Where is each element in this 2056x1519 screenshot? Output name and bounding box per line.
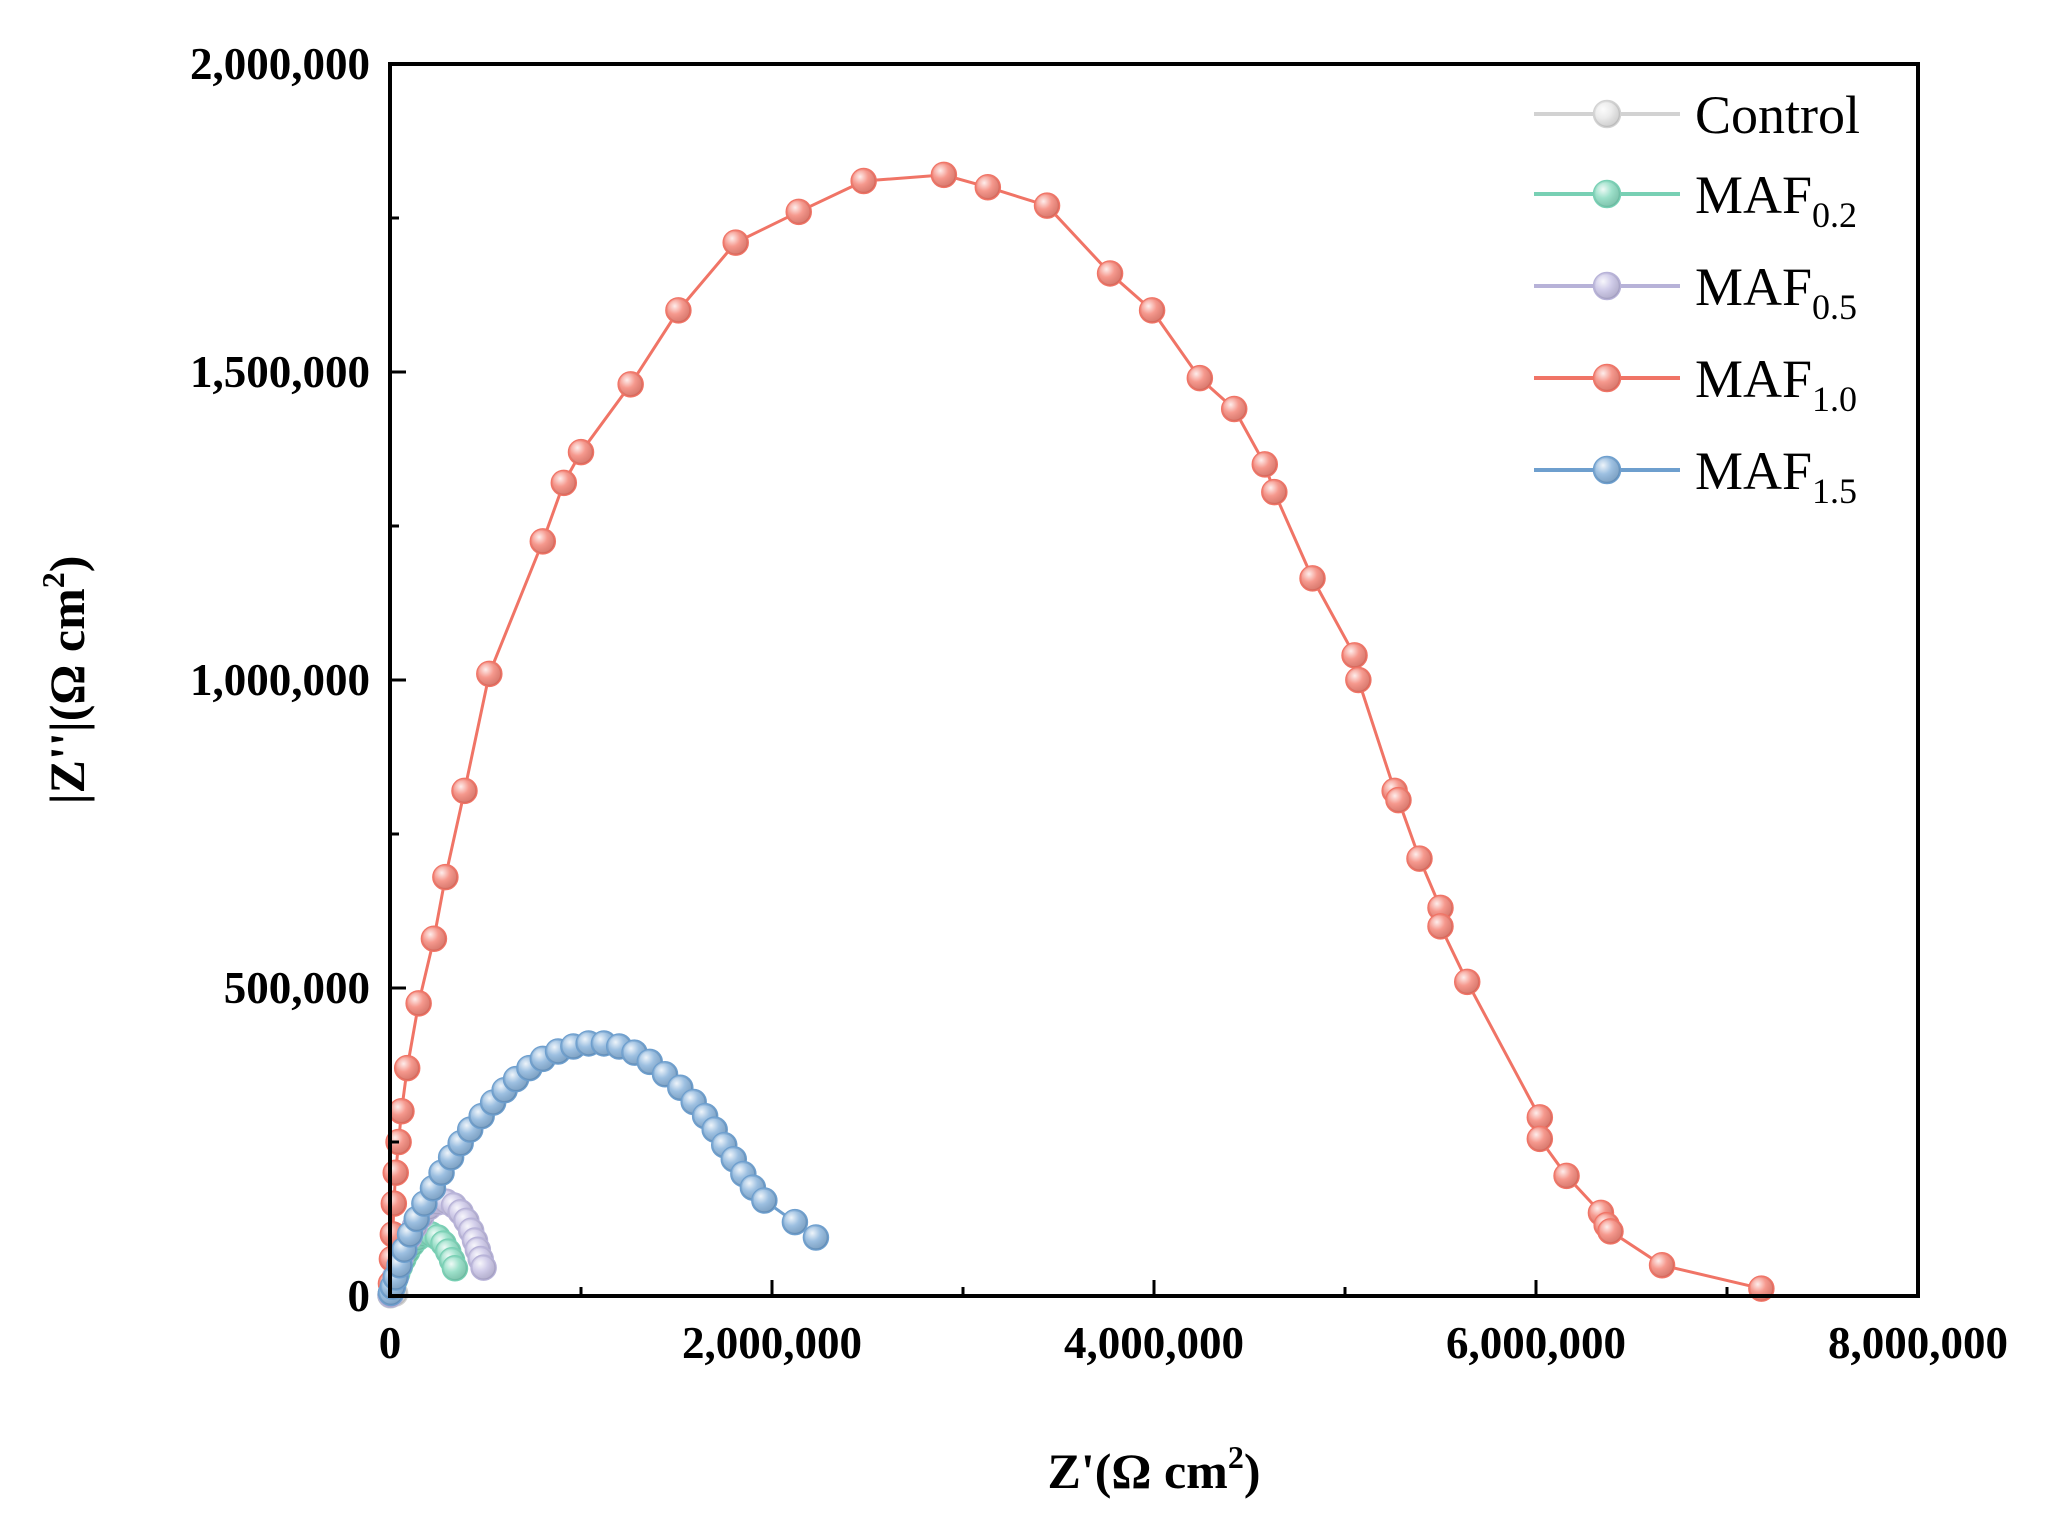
legend-item: MAF0.5 [1534, 257, 1857, 327]
series-line [389, 173, 1762, 1291]
data-point [470, 1254, 497, 1281]
y-axis-label-sup: 2 [35, 572, 71, 588]
x-axis-label-end: ) [1244, 1443, 1261, 1499]
data-point [1526, 1125, 1554, 1153]
y-axis-label: |Z''|(Ω cm2) [35, 556, 95, 805]
data-point [441, 1255, 469, 1282]
legend-label: MAF0.5 [1695, 257, 1857, 327]
data-point [420, 925, 448, 952]
data-point [432, 863, 459, 891]
series-layer [377, 161, 1775, 1309]
data-point [1299, 565, 1326, 592]
data-point [567, 438, 595, 466]
y-tick-label: 500,000 [224, 963, 370, 1013]
axes-layer: 0 2,000,000 4,000,000 6,000,000 8,000,000 0 50… [190, 39, 2008, 1368]
x-tick-label: 8,000,000 [1828, 1318, 2008, 1368]
x-axis-label-sup: 2 [1228, 1439, 1244, 1475]
data-point [1453, 968, 1481, 996]
legend-label: MAF1.5 [1695, 441, 1857, 511]
legend-item: MAF0.2 [1534, 165, 1857, 235]
data-point [1138, 297, 1166, 324]
legend-label: Control [1695, 85, 1860, 145]
legend-item: MAF1.5 [1534, 441, 1857, 511]
data-point [722, 229, 749, 256]
data-point [751, 1187, 778, 1214]
data-point [1648, 1251, 1676, 1279]
data-point [1096, 260, 1124, 287]
x-tick-label: 6,000,000 [1446, 1318, 1626, 1368]
data-point [1261, 478, 1288, 506]
data-point [930, 161, 958, 189]
x-axis-label: Z'(Ω cm2) [1048, 1439, 1261, 1499]
data-point [451, 777, 478, 805]
data-point [781, 1208, 809, 1236]
data-point [550, 469, 578, 497]
data-point [405, 990, 432, 1017]
y-tick-label: 1,500,000 [190, 347, 370, 397]
data-point [1220, 395, 1248, 423]
data-point [1186, 364, 1214, 392]
legend-label: MAF0.2 [1695, 165, 1857, 235]
data-point [802, 1224, 830, 1251]
data-point [476, 660, 503, 688]
data-point [380, 1190, 408, 1217]
data-point [1597, 1218, 1624, 1245]
data-point [529, 528, 557, 555]
data-point [1406, 845, 1433, 872]
legend-label: MAF1.0 [1695, 349, 1857, 419]
legend-item: MAF1.0 [1534, 349, 1857, 419]
data-point [393, 1054, 421, 1082]
data-point [785, 198, 812, 226]
data-point [1251, 451, 1279, 478]
x-axis-label-text: Z'(Ω cm [1048, 1443, 1228, 1499]
data-point [1341, 642, 1368, 669]
data-point [850, 167, 877, 195]
data-point [1385, 786, 1412, 814]
y-axis-label-end: ) [39, 556, 95, 573]
x-tick-label: 4,000,000 [1064, 1318, 1244, 1368]
legend-swatch-shade [1594, 365, 1620, 391]
legend-item: Control [1534, 85, 1860, 145]
data-point [1553, 1162, 1580, 1190]
series-maf1-0 [377, 161, 1775, 1302]
y-tick-label: 2,000,000 [190, 39, 370, 89]
data-point [1345, 666, 1372, 694]
y-tick-label: 1,000,000 [190, 655, 370, 705]
data-point [617, 371, 644, 398]
data-point [665, 297, 692, 324]
legend-swatch-shade [1594, 457, 1620, 483]
data-point [388, 1097, 415, 1125]
x-tick-label: 2,000,000 [682, 1318, 862, 1368]
legend: Control MAF0.2 MAF0.5 MAF1.0 MAF1.5 [1534, 85, 1860, 511]
data-point [1033, 192, 1061, 219]
data-point [1427, 913, 1454, 940]
x-tick-label: 0 [379, 1318, 402, 1368]
data-point [974, 173, 1002, 201]
y-axis-label-text: |Z''|(Ω cm [39, 588, 95, 804]
legend-swatch-shade [1594, 101, 1620, 127]
legend-swatch-shade [1594, 273, 1620, 299]
legend-swatch-shade [1594, 181, 1620, 207]
plot-frame [388, 62, 1920, 1298]
y-tick-label: 0 [348, 1271, 371, 1321]
data-point [382, 1159, 409, 1187]
